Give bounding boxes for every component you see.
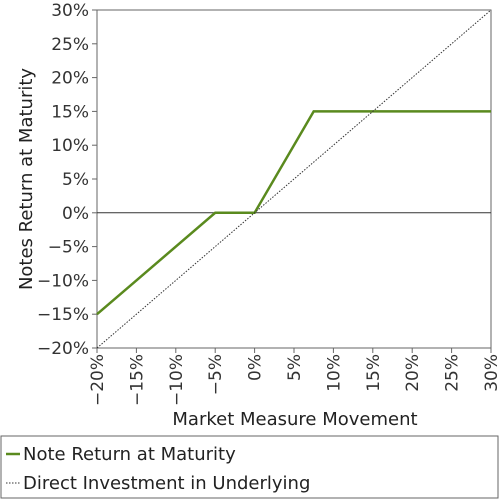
y-tick-label: 0% (62, 204, 89, 224)
x-tick-label: 5% (285, 354, 305, 381)
y-tick-label: 15% (51, 102, 89, 122)
legend-label-direct-investment: Direct Investment in Underlying (23, 473, 310, 494)
y-axis-title: Notes Return at Maturity (16, 68, 37, 290)
x-tick-label: 15% (364, 354, 384, 392)
x-tick-label: −15% (127, 354, 147, 406)
legend-label-note-return: Note Return at Maturity (23, 444, 236, 465)
x-tick-label: 10% (324, 354, 344, 392)
series-lines (96, 9, 492, 349)
y-tick-label: −10% (37, 271, 89, 291)
y-tick-label: −20% (37, 339, 89, 359)
y-tick-label: 30% (51, 1, 89, 21)
y-tick-label: 20% (51, 69, 89, 89)
x-tick-label: −10% (167, 354, 187, 406)
y-tick-label: −15% (37, 305, 89, 325)
y-tick-label: −5% (48, 238, 89, 258)
x-tick-label: 20% (403, 354, 423, 392)
y-tick-label: 10% (51, 136, 89, 156)
legend-box (0, 435, 499, 499)
x-axis-title: Market Measure Movement (172, 409, 417, 430)
y-tick-label: 25% (51, 35, 89, 55)
y-tick-label: 5% (62, 170, 89, 190)
x-tick-label: −5% (206, 354, 226, 395)
axis-ticks: −20% −15% −10% −5% 0% 5% 10% 15% 20% 25% 30% −20% −1… (37, 1, 500, 406)
series-line-direct-investment (96, 9, 492, 349)
legend: Note Return at Maturity Direct Investmen… (0, 435, 499, 499)
x-tick-label: 25% (443, 354, 463, 392)
x-tick-label: 0% (246, 354, 266, 381)
x-tick-label: 30% (482, 354, 500, 392)
x-tick-label: −20% (88, 354, 108, 406)
